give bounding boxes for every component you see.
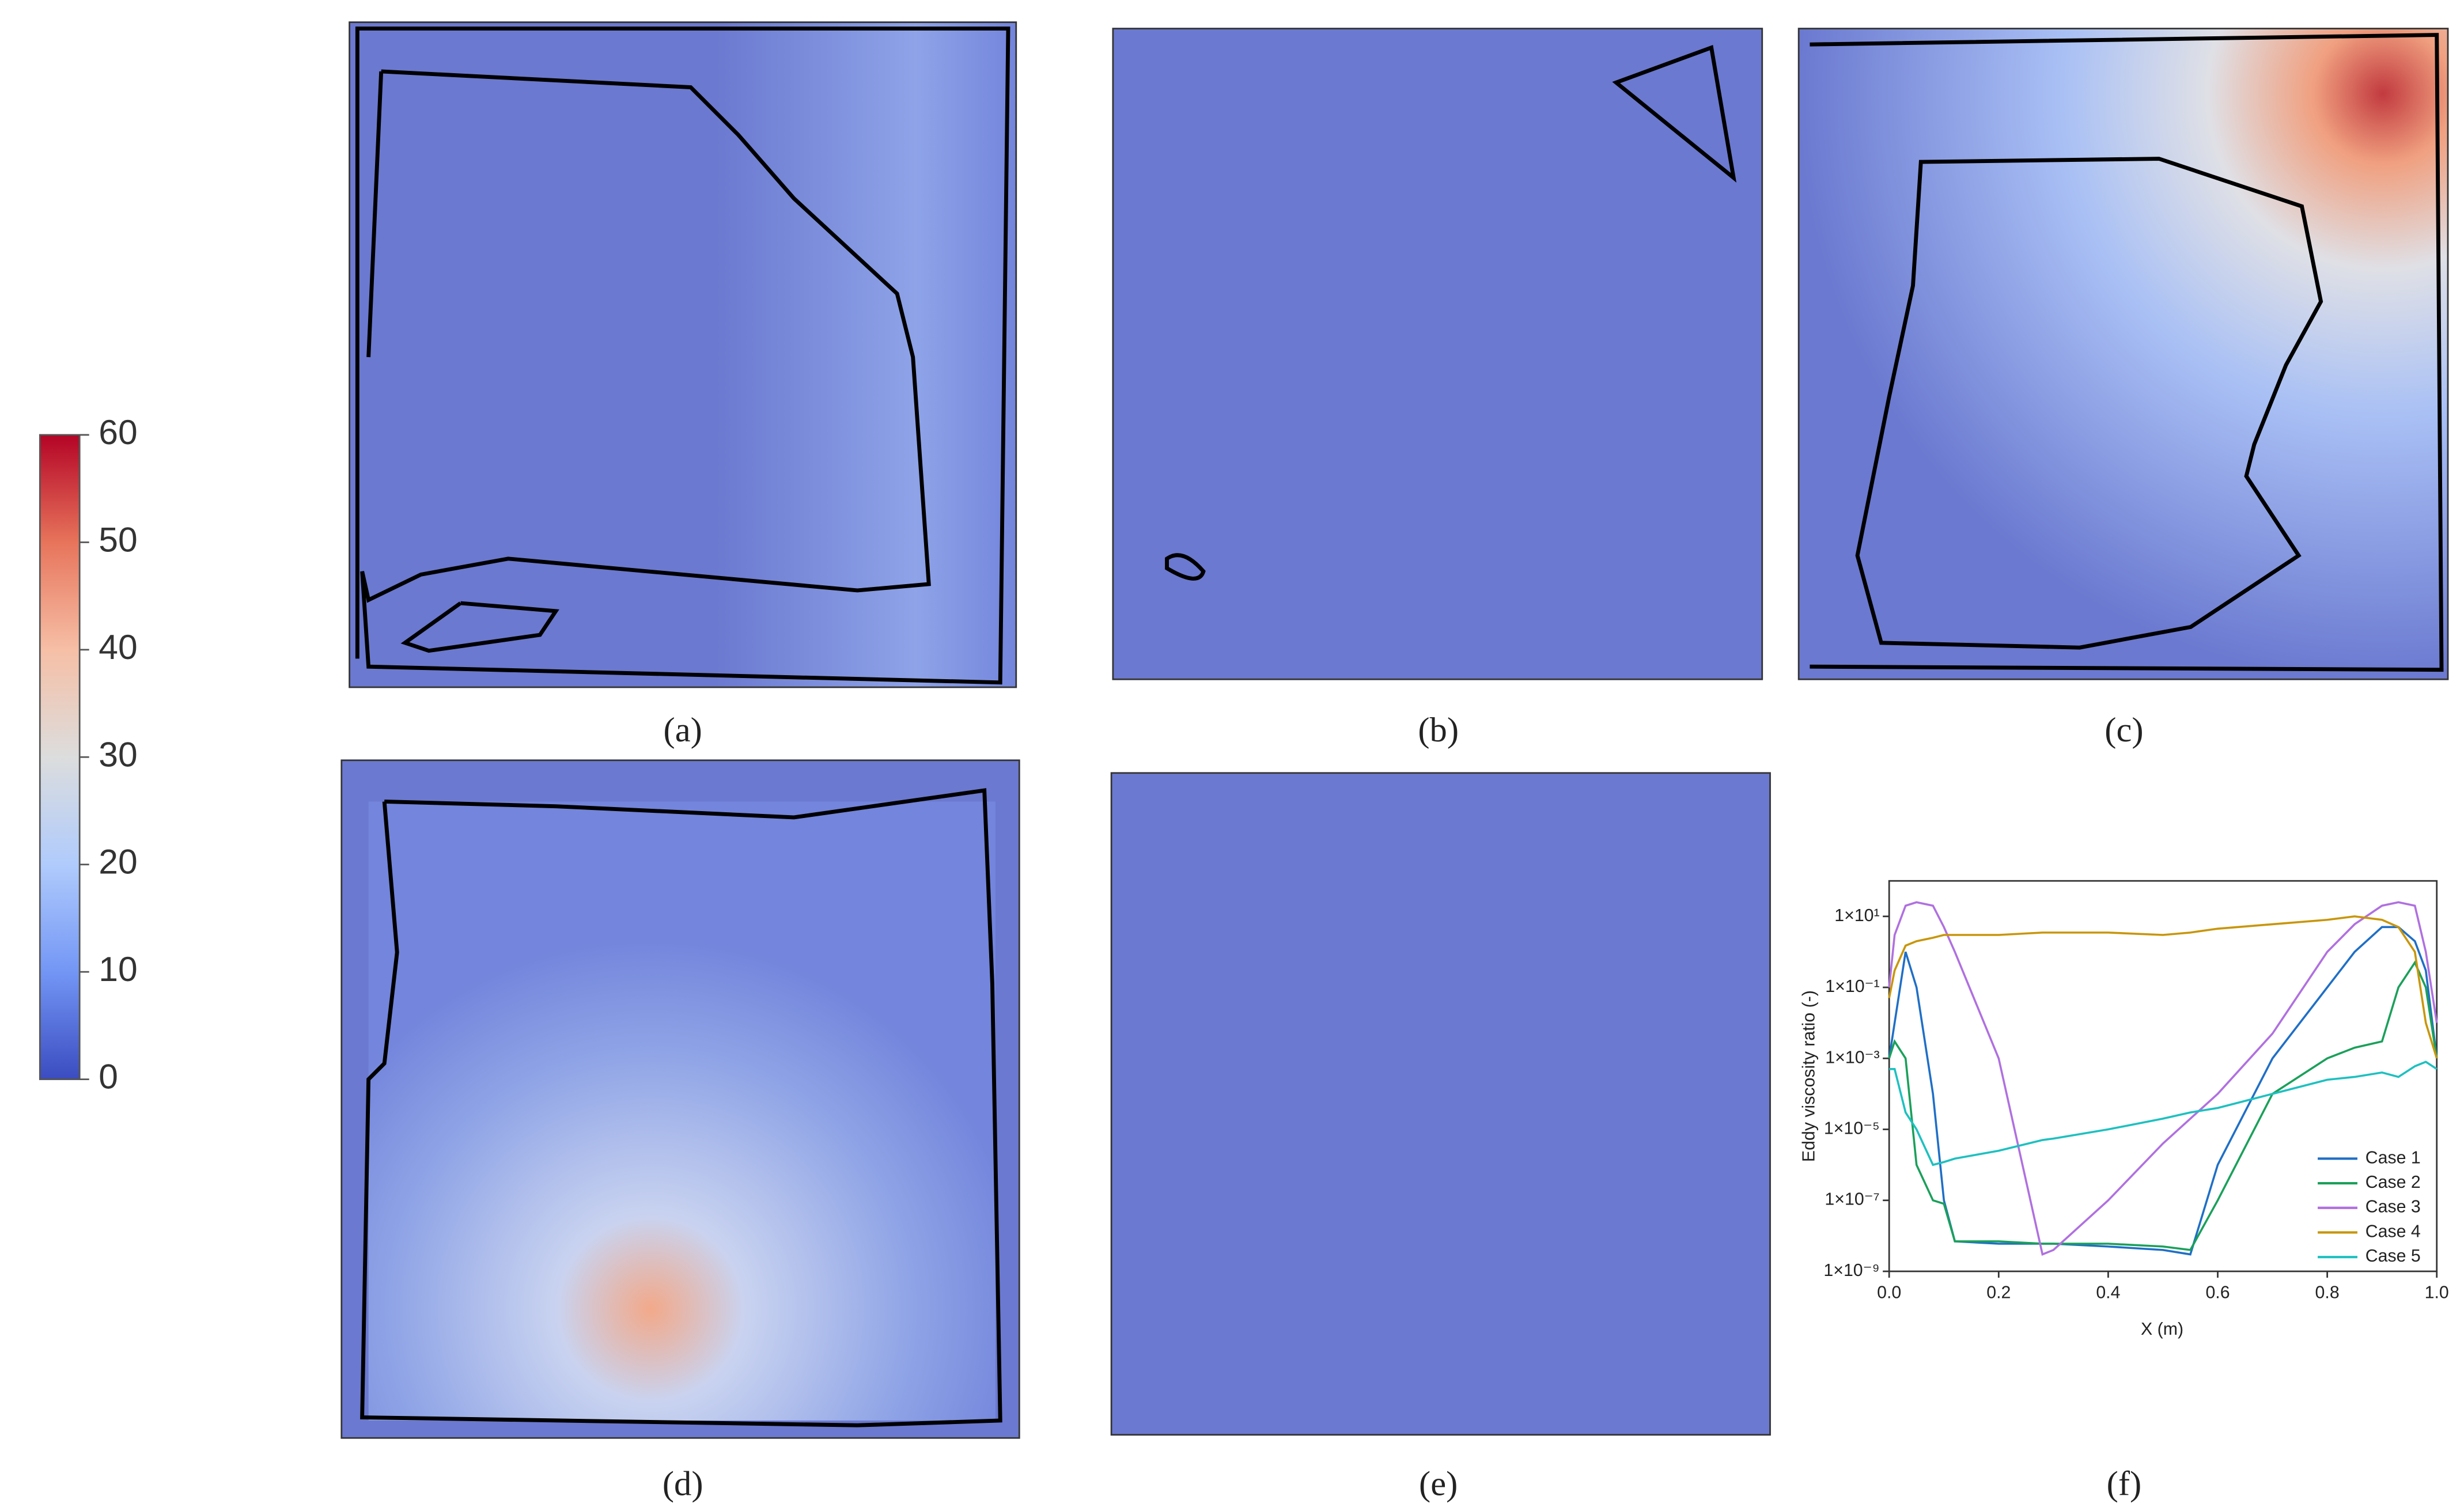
colorbar-tick-label: 60 <box>99 412 137 452</box>
legend-label: Case 4 <box>2365 1222 2421 1241</box>
colorbar-tick-label: 30 <box>99 734 137 774</box>
contour-line <box>1810 33 2444 672</box>
y-tick-label: 1×10¹ <box>1834 906 1879 925</box>
panel-label: (a) <box>664 711 702 749</box>
x-tick-label: 0.6 <box>2205 1283 2230 1302</box>
panel-e: (e) <box>1110 772 1771 1504</box>
plot-area <box>1888 880 2438 1273</box>
y-tick-label: 1×10⁻⁹ <box>1823 1261 1879 1280</box>
panel-a: (a) <box>349 21 1017 749</box>
colorbar <box>39 434 81 1080</box>
series-line <box>1888 901 2438 1256</box>
contour-line <box>355 26 1010 685</box>
colorbar-tick-label: 20 <box>99 842 137 881</box>
legend-label: Case 1 <box>2365 1148 2421 1167</box>
colorbar-tick-label: 0 <box>99 1057 118 1096</box>
panel-label: (c) <box>2105 711 2143 749</box>
contour-field <box>1110 772 1771 1436</box>
x-tick-label: 0.2 <box>1986 1283 2011 1302</box>
colorbar-tick-label: 10 <box>99 949 137 989</box>
series-line <box>1888 926 2438 1256</box>
colorbar-tick-label: 50 <box>99 520 137 559</box>
panel-c: (c) <box>1797 28 2449 749</box>
panel-label: (f) <box>2107 1465 2142 1504</box>
panel-d: (d) <box>340 759 1020 1504</box>
series-line <box>1888 915 2438 1059</box>
x-tick-label: 1.0 <box>2425 1283 2449 1302</box>
contour-field <box>1112 28 1763 680</box>
x-tick-label: 0.4 <box>2096 1283 2120 1302</box>
y-axis-label: Eddy viscosity ratio (-) <box>1799 990 1818 1162</box>
y-tick-label: 1×10⁻⁵ <box>1824 1119 1880 1138</box>
series-line <box>1889 1061 2437 1167</box>
x-tick-label: 0.0 <box>1877 1283 1901 1302</box>
contour-line <box>1855 157 2323 650</box>
contour-line <box>360 788 1002 1427</box>
colorbar-tick-label: 40 <box>99 627 137 666</box>
legend-label: Case 5 <box>2365 1247 2421 1266</box>
series-line <box>1888 960 2438 1251</box>
panel-label: (e) <box>1419 1465 1458 1504</box>
x-tick-label: 0.8 <box>2315 1283 2340 1302</box>
panel-label: (d) <box>663 1465 703 1504</box>
contour-field <box>368 801 996 1421</box>
legend-label: Case 3 <box>2365 1198 2421 1217</box>
panel-label: (b) <box>1418 711 1459 749</box>
panel-b: (b) <box>1112 28 1763 749</box>
contour-line <box>1165 44 1737 581</box>
legend-label: Case 2 <box>2365 1173 2421 1192</box>
y-tick-label: 1×10⁻¹ <box>1825 977 1879 996</box>
contour-field <box>1797 28 2449 680</box>
x-axis-label: X (m) <box>2141 1320 2183 1339</box>
y-tick-label: 1×10⁻⁷ <box>1825 1190 1879 1209</box>
contour-field <box>349 21 1017 688</box>
y-tick-label: 1×10⁻³ <box>1825 1048 1879 1067</box>
contour-line <box>366 71 559 653</box>
